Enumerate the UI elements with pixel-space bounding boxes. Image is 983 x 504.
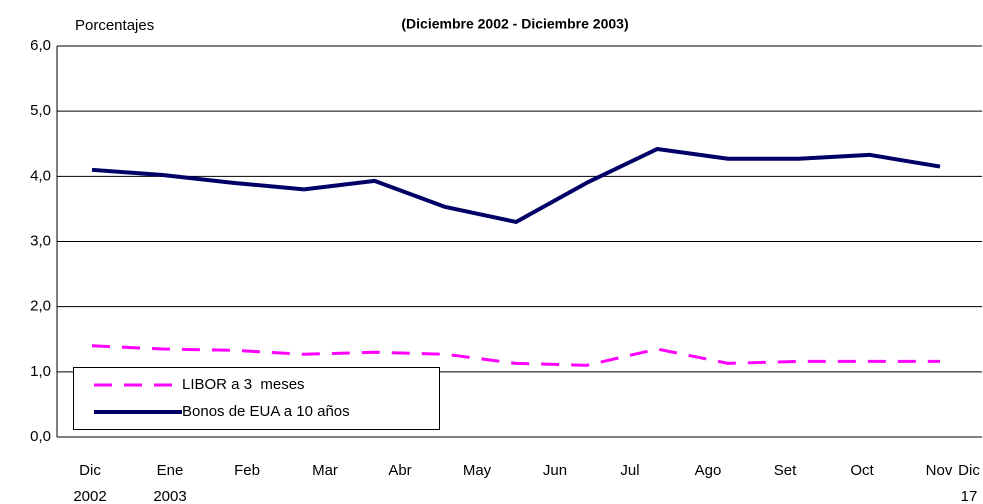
y-tick-label: 6,0 [30,37,51,54]
x-tick-label: Jul [620,462,640,479]
legend-swatch [94,383,182,387]
x-tick-label: Oct [850,462,874,479]
legend: LIBOR a 3 meses Bonos de EUA a 10 años [73,367,440,430]
y-tick-label: 3,0 [30,232,51,249]
chart-title: (Diciembre 2002 - Diciembre 2003) [401,16,628,32]
legend-item: Bonos de EUA a 10 años [74,401,434,423]
y-tick-label: 1,0 [30,363,51,380]
x-tick-label: Mar [312,462,338,479]
x-tick-label: Dic 2002 [73,462,107,504]
x-tick-label: Ene 2003 [153,462,187,504]
y-tick-label: 0,0 [30,428,51,445]
x-tick-label: Abr [388,462,412,479]
x-tick-label: Dic 17 [958,462,980,504]
series-line [91,146,941,224]
x-tick-label: Jun [542,462,568,479]
y-tick-label: 2,0 [30,298,51,315]
series-line [91,344,940,367]
y-tick-label: 5,0 [30,102,51,119]
y-tick-label: 4,0 [30,167,51,184]
x-tick-label: Nov [925,462,953,479]
legend-label: Bonos de EUA a 10 años [182,403,350,420]
x-tick-label: Ago [694,462,722,479]
legend-label: LIBOR a 3 meses [182,376,305,393]
y-axis-label: Porcentajes [75,17,154,34]
legend-item: LIBOR a 3 meses [74,374,434,396]
x-tick-label: Feb [234,462,260,479]
x-tick-label: May [462,462,492,479]
x-tick-label: Set [773,462,797,479]
legend-swatch [94,410,182,414]
